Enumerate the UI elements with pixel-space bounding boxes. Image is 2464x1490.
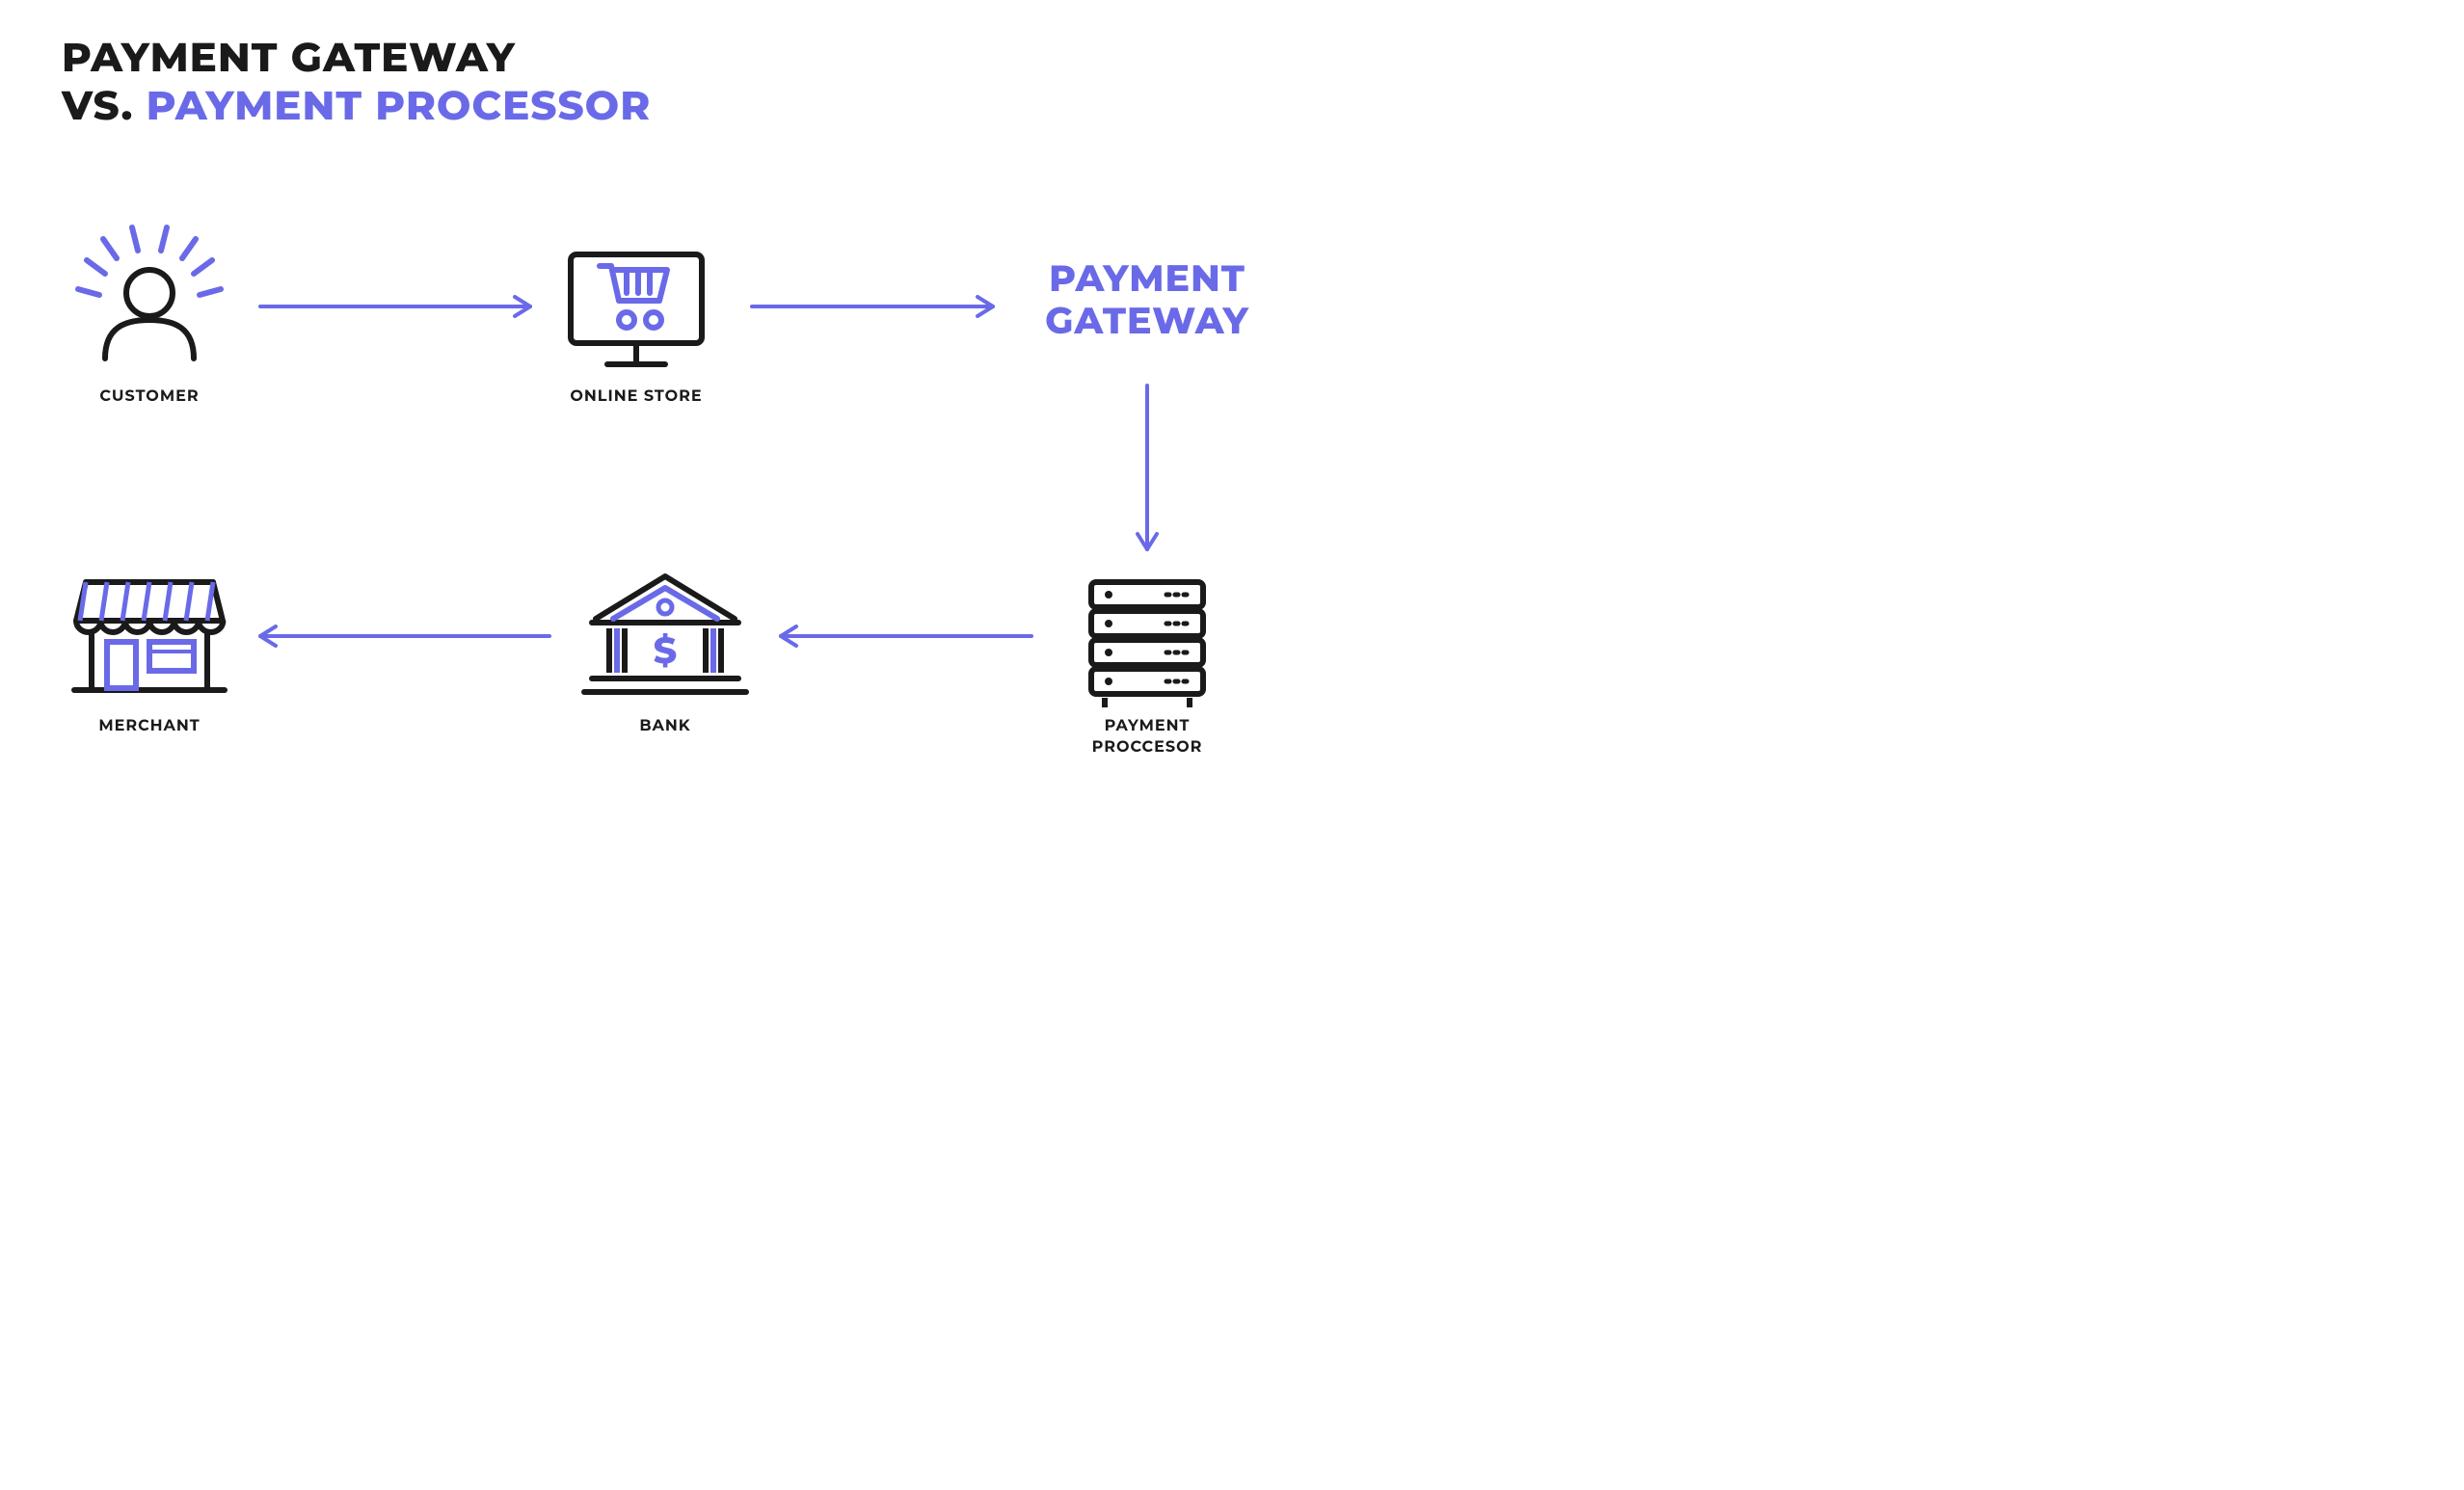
node-label-bank-0: BANK: [639, 717, 690, 735]
title: PAYMENT GATEWAYVS. PAYMENT PROCESSOR: [61, 32, 651, 130]
arrow-customer-store: [260, 297, 530, 316]
node-gateway: PAYMENTGATEWAY: [1045, 255, 1249, 343]
node-text-gateway-1: GATEWAY: [1045, 298, 1249, 343]
title-line1: PAYMENT GATEWAY: [62, 32, 516, 82]
node-label-store-0: ONLINE STORE: [570, 387, 702, 406]
node-label-merchant-0: MERCHANT: [98, 717, 200, 735]
node-text-gateway-0: PAYMENT: [1049, 255, 1245, 301]
arrow-bank-merchant: [260, 626, 549, 646]
node-label-customer-0: CUSTOMER: [99, 387, 199, 406]
merchant-icon: [74, 582, 225, 690]
customer-icon: [78, 227, 221, 359]
node-label-processor-0: PAYMENT: [1105, 717, 1191, 735]
diagram-page: PAYMENT GATEWAYVS. PAYMENT PROCESSORCUST…: [0, 0, 1350, 815]
node-label-processor-1: PROCCESOR: [1092, 738, 1203, 757]
arrow-store-gateway: [752, 297, 993, 316]
bank-icon: $: [584, 576, 746, 692]
arrow-gateway-processor: [1138, 386, 1157, 549]
processor-icon: [1091, 582, 1203, 707]
store-icon: [571, 254, 702, 364]
svg-text:$: $: [654, 627, 678, 673]
title-line2: VS. PAYMENT PROCESSOR: [61, 80, 651, 130]
arrow-processor-bank: [781, 626, 1031, 646]
diagram-svg: PAYMENT GATEWAYVS. PAYMENT PROCESSORCUST…: [0, 0, 1350, 815]
